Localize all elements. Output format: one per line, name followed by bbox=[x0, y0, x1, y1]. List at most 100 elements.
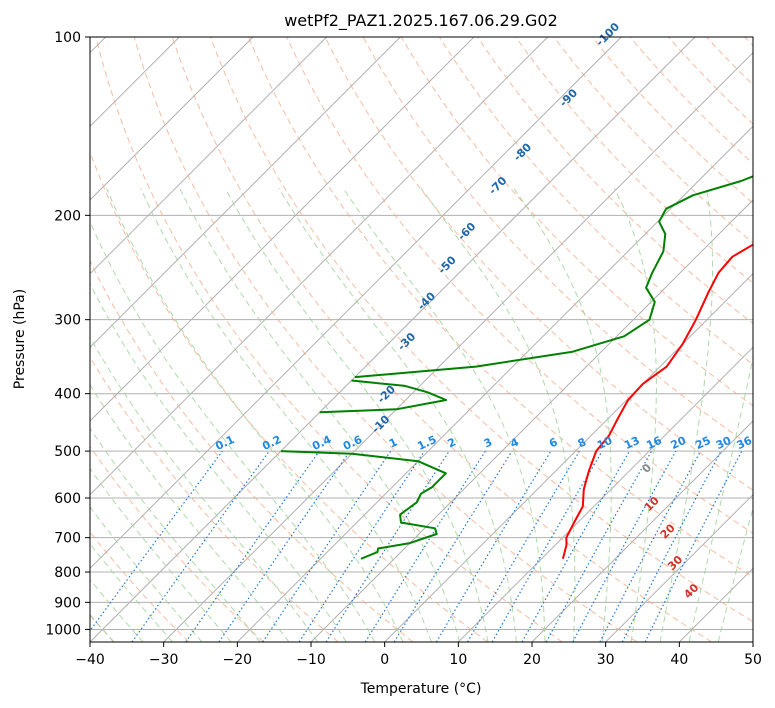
dry-adiabat-line bbox=[95, 37, 563, 642]
isotherm-line bbox=[752, 641, 753, 642]
isotherm-line bbox=[605, 493, 753, 642]
moist-adiabat-line bbox=[688, 355, 753, 642]
dry-adiabat-line bbox=[591, 37, 753, 204]
isotherm-line bbox=[90, 37, 622, 570]
chart-title: wetPf2_PAZ1.2025.167.06.29.G02 bbox=[284, 11, 558, 31]
mixing-ratio-line bbox=[325, 450, 450, 642]
isotherm-line bbox=[90, 37, 549, 496]
dry-adiabat-line bbox=[90, 445, 264, 642]
axis-ticks: −40 −30 −20 −10 0 10 20 30 40 50 1000 900 800 700 600 5… bbox=[45, 30, 762, 668]
mixing-ratio-label: 36 bbox=[735, 434, 755, 452]
profile-series-1 bbox=[280, 450, 447, 560]
moist-adiabat-line bbox=[659, 188, 713, 642]
mixing-ratio-label: 1.5 bbox=[415, 433, 438, 453]
moist-adiabat-line bbox=[179, 187, 461, 642]
mixing-ratio-label: 2 bbox=[446, 435, 458, 450]
mixing-ratio-line bbox=[131, 450, 270, 642]
y-tick-label: 900 bbox=[54, 595, 81, 611]
moist-adiabat-line bbox=[90, 282, 347, 642]
mixing-ratio-line bbox=[644, 450, 743, 642]
moist-adiabat-line bbox=[278, 187, 517, 642]
dry-adiabat-line bbox=[706, 37, 753, 86]
mixing-ratio-line bbox=[185, 450, 320, 642]
dry-adiabat-line bbox=[90, 150, 488, 642]
moist-adiabat-line bbox=[90, 506, 203, 642]
moist-adiabat-line bbox=[717, 506, 753, 642]
moist-adiabat-line bbox=[140, 187, 432, 642]
isotherm-line bbox=[90, 37, 254, 201]
y-tick-label: 500 bbox=[54, 444, 81, 460]
mixing-ratio-label: 4 bbox=[508, 435, 521, 450]
y-tick-label: 600 bbox=[54, 491, 81, 507]
x-tick-label: 20 bbox=[523, 652, 541, 668]
x-tick-label: −20 bbox=[223, 652, 253, 668]
dry-adiabat-line bbox=[171, 37, 712, 642]
profile-series-3 bbox=[354, 175, 753, 379]
y-tick-label: 1000 bbox=[45, 622, 81, 638]
dry-adiabat-label: -70 bbox=[486, 174, 509, 197]
y-tick-label: 800 bbox=[54, 565, 81, 581]
moist-adiabat-line bbox=[90, 383, 290, 642]
y-tick-label: 200 bbox=[54, 208, 81, 224]
dry-adiabat-line bbox=[477, 37, 753, 325]
isotherm-line bbox=[90, 37, 696, 642]
mixing-ratio-label: 8 bbox=[576, 435, 588, 450]
dry-adiabat-line bbox=[90, 531, 190, 642]
dry-adiabat-label: -100 bbox=[593, 20, 622, 49]
isotherm-line bbox=[90, 37, 475, 422]
isotherm-line bbox=[90, 37, 401, 349]
mixing-ratio-line bbox=[262, 450, 392, 642]
mixing-ratio-label: 3 bbox=[482, 435, 494, 450]
mixing-ratio-line bbox=[90, 450, 223, 632]
dry-adiabat-label: -40 bbox=[415, 289, 438, 312]
mixing-ratio-label: 20 bbox=[669, 434, 689, 452]
profile-lines bbox=[280, 175, 753, 560]
moist-adiabat-line bbox=[90, 427, 261, 642]
x-tick-label: −10 bbox=[296, 652, 326, 668]
isotherm-line bbox=[236, 125, 753, 642]
profile-series-2 bbox=[319, 379, 448, 414]
mixing-ratio-line bbox=[364, 450, 486, 642]
dry-adiabat-label: -50 bbox=[436, 253, 459, 276]
x-axis-label: Temperature (°C) bbox=[360, 681, 482, 697]
isotherm-line bbox=[531, 420, 753, 642]
line-labels: -100-90-80-70-60-50-40-30-20-100.1 0.2 0.4… bbox=[213, 20, 754, 601]
mixing-ratio-label: 6 bbox=[547, 435, 560, 450]
moist-adiabat-line bbox=[613, 187, 657, 642]
background-lines bbox=[90, 37, 753, 642]
dry-adiabat-label: -90 bbox=[557, 86, 580, 109]
moist-adiabat-line bbox=[90, 543, 173, 642]
dry-adiabat-line bbox=[210, 37, 753, 623]
x-tick-label: 40 bbox=[670, 652, 688, 668]
mixing-ratio-line bbox=[218, 450, 351, 642]
moist-adiabat-line bbox=[90, 336, 319, 642]
moist-adiabat-label: 30 bbox=[665, 553, 685, 573]
dry-adiabat-line bbox=[90, 259, 414, 642]
dry-adiabat-line bbox=[629, 37, 753, 165]
y-tick-label: 400 bbox=[54, 387, 81, 403]
dry-adiabat-line bbox=[90, 356, 339, 642]
dry-adiabat-line bbox=[515, 37, 753, 284]
mixing-ratio-label: 16 bbox=[644, 434, 664, 452]
dry-adiabat-line bbox=[324, 37, 753, 491]
mixing-ratio-label: 1 bbox=[387, 435, 399, 450]
mixing-ratio-label: 0.2 bbox=[260, 433, 283, 453]
y-tick-label: 100 bbox=[54, 30, 81, 46]
mixing-ratio-line bbox=[521, 450, 631, 642]
mixing-ratio-label: 0.4 bbox=[310, 433, 333, 453]
dry-adiabat-line bbox=[133, 37, 638, 642]
mixing-ratio-label: 0.1 bbox=[213, 433, 236, 453]
profile-series-0 bbox=[561, 243, 753, 560]
moist-adiabat-line bbox=[90, 220, 376, 642]
moist-adiabat-line bbox=[513, 187, 612, 642]
moist-adiabat-line bbox=[342, 187, 546, 642]
mixing-ratio-line bbox=[298, 450, 425, 642]
mixing-ratio-label: 30 bbox=[714, 434, 734, 452]
dry-adiabat-label: -20 bbox=[375, 383, 398, 406]
isotherm-line bbox=[310, 199, 753, 642]
dry-adiabat-line bbox=[400, 37, 753, 407]
x-tick-label: 30 bbox=[597, 652, 615, 668]
mixing-ratio-label: 10 bbox=[595, 434, 615, 452]
mixing-ratio-line bbox=[572, 450, 677, 642]
